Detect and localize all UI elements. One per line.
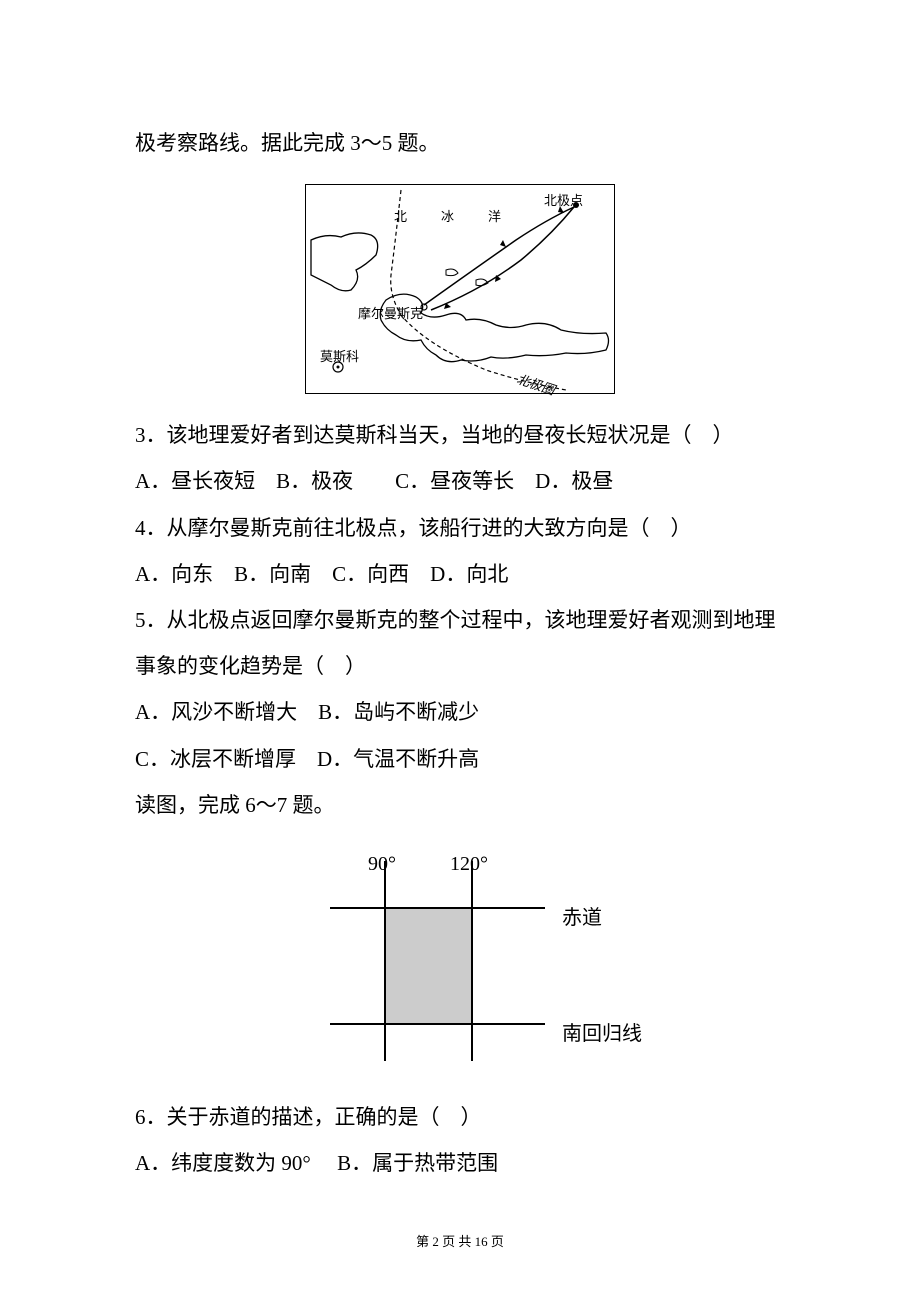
coast-left [311,233,378,291]
label-equator: 赤道 [562,896,602,940]
q5-text: 5．从北极点返回摩尔曼斯克的整个过程中，该地理爱好者观测到地理事象的变化趋势是（… [135,597,785,689]
island-1 [446,269,458,276]
ocean-label-1: 北 [394,203,407,232]
intro-line: 极考察路线。据此完成 3～5 题。 [135,120,785,166]
arrow-1 [500,240,506,247]
q3-text: 3．该地理爱好者到达莫斯科当天，当地的昼夜长短状况是（ ） [135,412,785,458]
q5-options-ab: A．风沙不断增大 B．岛屿不断减少 [135,689,785,735]
label-tropic: 南回归线 [562,1012,642,1056]
ocean-label-2: 冰 [441,203,454,232]
footer-total: 16 [475,1234,488,1249]
north-pole-label: 北极点 [544,187,583,216]
q3-options: A．昼长夜短 B．极夜 C．昼夜等长 D．极昼 [135,458,785,504]
footer-prefix: 第 [416,1234,432,1249]
pre-q6-text: 读图，完成 6～7 题。 [135,782,785,828]
q4-options: A．向东 B．向南 C．向西 D．向北 [135,551,785,597]
arctic-map: 北 冰 洋 北极点 摩尔曼斯克 莫斯科 北极圈 [305,184,615,394]
ocean-label-3: 洋 [488,203,501,232]
page-content: 极考察路线。据此完成 3～5 题。 [135,120,785,1186]
grid-shaded-area [385,908,472,1024]
page-footer: 第 2 页 共 16 页 [0,1231,920,1250]
q6-options: A．纬度度数为 90° B．属于热带范围 [135,1140,785,1186]
q5-options-cd: C．冰层不断增厚 D．气温不断升高 [135,736,785,782]
label-120: 120° [450,842,488,886]
q4-text: 4．从摩尔曼斯克前往北极点，该船行进的大致方向是（ ） [135,505,785,551]
murmansk-label: 摩尔曼斯克 [358,300,423,329]
q6-text: 6．关于赤道的描述，正确的是（ ） [135,1094,785,1140]
grid-figure: 90° 120° 赤道 南回归线 [290,846,630,1076]
footer-mid: 页 共 [439,1234,475,1249]
moscow-label: 莫斯科 [320,343,359,372]
map-figure-container: 北 冰 洋 北极点 摩尔曼斯克 莫斯科 北极圈 [135,184,785,394]
footer-suffix: 页 [488,1234,504,1249]
label-90: 90° [368,842,396,886]
